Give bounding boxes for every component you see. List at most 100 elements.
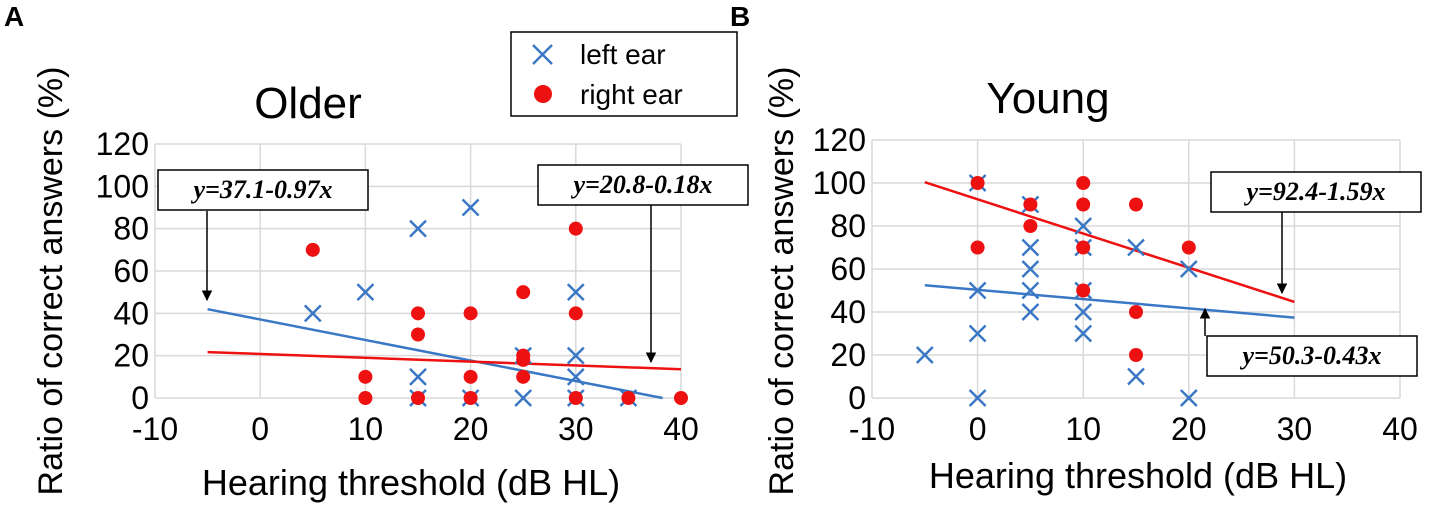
data-point-right-ear-older [516,285,531,300]
data-point-right-ear-older [674,391,688,405]
data-point-right-ear-older [568,221,583,236]
data-point-right-ear-young [1129,197,1143,212]
legend-right-ear-label: right ear [580,79,683,110]
fit-line-left-older [207,307,663,400]
data-point-left-ear-young [1021,281,1040,300]
fit-equation-right-young: y=92.4-1.59x [1243,177,1385,206]
data-point-left-ear-older [514,389,533,407]
data-point-right-ear-young [1076,176,1091,190]
y-axis-label-b: Ratio of correct answers (%) [763,67,801,496]
data-point-left-ear-young [1021,238,1040,257]
panel-label-a: A [4,1,24,32]
fit-equation-right-older: y=20.8-0.18x [570,170,712,199]
equation-box-right-young: y=92.4-1.59x [1210,171,1422,295]
data-point-right-ear-older [305,242,320,257]
y-tick-label: 100 [96,168,149,204]
legend-left-ear-marker [532,44,553,65]
data-point-right-ear-older [463,306,478,321]
data-point-left-ear-young [1074,303,1093,321]
data-point-right-ear-young [1129,305,1143,319]
data-point-left-ear-older [409,367,427,386]
y-tick-label: 120 [813,122,866,158]
data-point-left-ear-young [968,324,987,343]
data-point-right-ear-older [568,306,583,321]
data-point-left-ear-older [566,346,585,365]
data-point-right-ear-older [358,391,373,405]
data-point-right-ear-older [568,391,583,405]
y-tick-label: 0 [848,380,866,416]
equation-box-left-young: y=50.3-0.43x [1199,307,1418,377]
data-point-right-ear-older [516,369,531,384]
x-tick-label: -10 [849,411,895,447]
x-tick-label: 10 [348,411,384,447]
data-point-right-ear-young [970,240,985,255]
x-tick-label: 30 [1277,411,1313,447]
data-point-left-ear-young [1021,303,1040,321]
data-point-left-ear-young [1074,324,1093,343]
data-point-right-ear-older [463,369,478,384]
data-point-right-ear-young [1181,240,1196,255]
y-tick-label: 20 [830,337,866,373]
y-tick-label: 60 [113,253,149,289]
x-tick-label: 20 [453,411,489,447]
fit-line-right-young [924,181,1295,304]
data-point-right-ear-young [1023,197,1038,212]
x-tick-label: 30 [558,411,594,447]
x-tick-label: 40 [663,411,699,447]
legend: left ear right ear [510,31,738,117]
data-point-right-ear-older [411,327,425,342]
legend-left-ear-label: left ear [580,39,666,70]
fit-line-left-young [924,283,1295,319]
x-axis-label-b: Hearing threshold (dB HL) [929,455,1347,496]
x-tick-label: -10 [132,411,178,447]
data-point-right-ear-young [1076,240,1091,255]
y-axis-label-a: Ratio of correct answers (%) [32,67,70,496]
data-point-left-ear-young [1127,367,1145,386]
data-point-left-ear-older [303,304,322,323]
data-point-right-ear-young [1129,348,1143,362]
data-point-right-ear-older [411,306,425,321]
x-tick-label: 0 [969,411,987,447]
data-point-right-ear-young [1023,219,1038,233]
data-point-right-ear-young [970,176,985,190]
data-point-left-ear-young [1074,217,1093,235]
data-point-left-ear-older [566,367,585,386]
y-tick-label: 20 [113,338,149,374]
y-tick-label: 80 [113,211,149,247]
data-point-left-ear-older [409,219,427,238]
data-point-right-ear-older [358,369,373,384]
fit-equation-left-young: y=50.3-0.43x [1239,341,1381,370]
fit-line-right-older [207,350,682,371]
y-tick-label: 80 [830,208,866,244]
legend-box [510,31,738,117]
y-tick-label: 100 [813,165,866,201]
data-point-left-ear-older [356,283,375,302]
x-tick-label: 0 [251,411,269,447]
data-point-left-ear-young [968,389,987,407]
equation-box-right-older: y=20.8-0.18x [537,164,749,364]
data-point-left-ear-young [915,346,934,364]
data-point-right-ear-older [463,391,478,405]
legend-right-ear-marker [534,85,552,103]
data-point-left-ear-young [1179,260,1198,278]
data-point-left-ear-young [1179,389,1198,407]
equation-box-left-older: y=37.1-0.97x [157,169,369,302]
x-tick-label: 40 [1382,411,1418,447]
x-axis-label-a: Hearing threshold (dB HL) [202,462,620,503]
x-tick-label: 10 [1065,411,1101,447]
y-tick-label: 60 [830,251,866,287]
data-point-right-ear-young [1076,283,1091,298]
data-point-left-ear-young [1021,260,1040,278]
data-point-left-ear-young [968,281,987,300]
chart-title-b: Young [986,74,1109,123]
data-point-left-ear-older [566,283,585,302]
data-point-right-ear-older [516,352,531,367]
data-point-left-ear-older [461,198,480,217]
data-point-right-ear-older [621,391,636,405]
data-point-right-ear-young [1076,197,1091,212]
chart-title-a: Older [254,79,362,128]
y-tick-label: 120 [96,126,149,162]
